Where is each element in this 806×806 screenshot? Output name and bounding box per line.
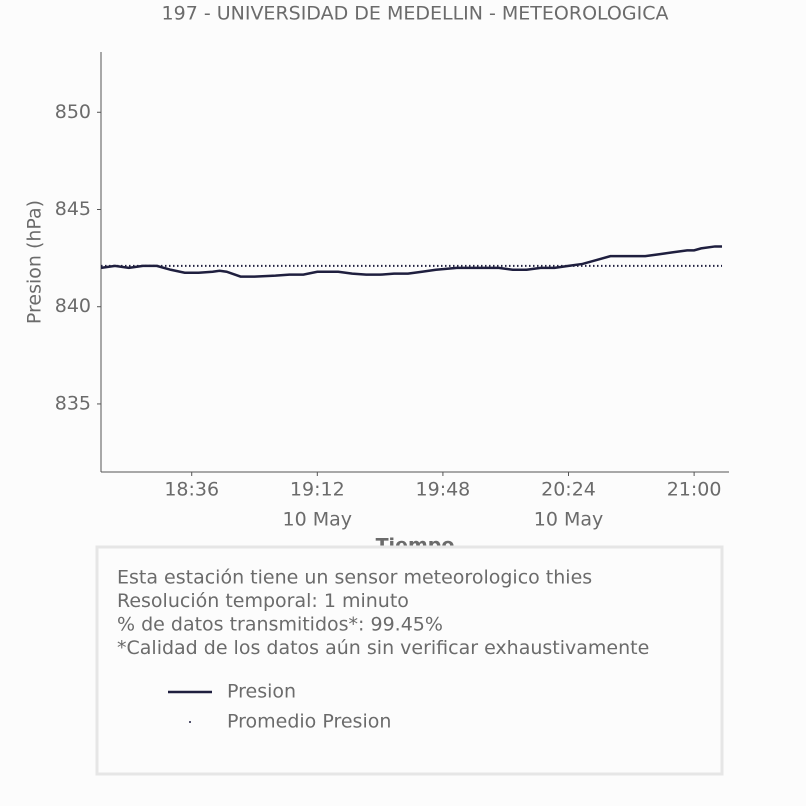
info-box [95,545,724,776]
y-tick-label: 840 [55,295,91,317]
x-tick-sublabel: 10 May [283,509,353,531]
x-tick-label: 20:24 [541,479,596,501]
y-axis-label: Presion (hPa) [24,200,46,324]
x-tick-label: 19:12 [290,479,345,501]
y-tick-label: 845 [55,198,91,220]
legend-label: Promedio Presion [227,711,391,733]
x-tick-label: 21:00 [667,479,722,501]
annotation: Esta estación tiene un sensor meteorolog… [117,567,592,589]
legend-marker [189,721,191,723]
x-tick-sublabel: 10 May [534,509,604,531]
legend-label: Presion [227,681,296,703]
x-tick-label: 18:36 [164,479,219,501]
chart-title: 197 - UNIVERSIDAD DE MEDELLIN - METEOROL… [162,3,669,25]
y-tick-label: 850 [55,101,91,123]
series-line [100,245,723,278]
annotation: *Calidad de los datos aún sin verificar … [117,637,649,659]
x-tick-label: 19:48 [416,479,471,501]
annotation: Resolución temporal: 1 minuto [117,590,409,612]
annotation: % de datos transmitidos*: 99.45% [117,614,443,636]
y-tick-label: 835 [55,392,91,414]
